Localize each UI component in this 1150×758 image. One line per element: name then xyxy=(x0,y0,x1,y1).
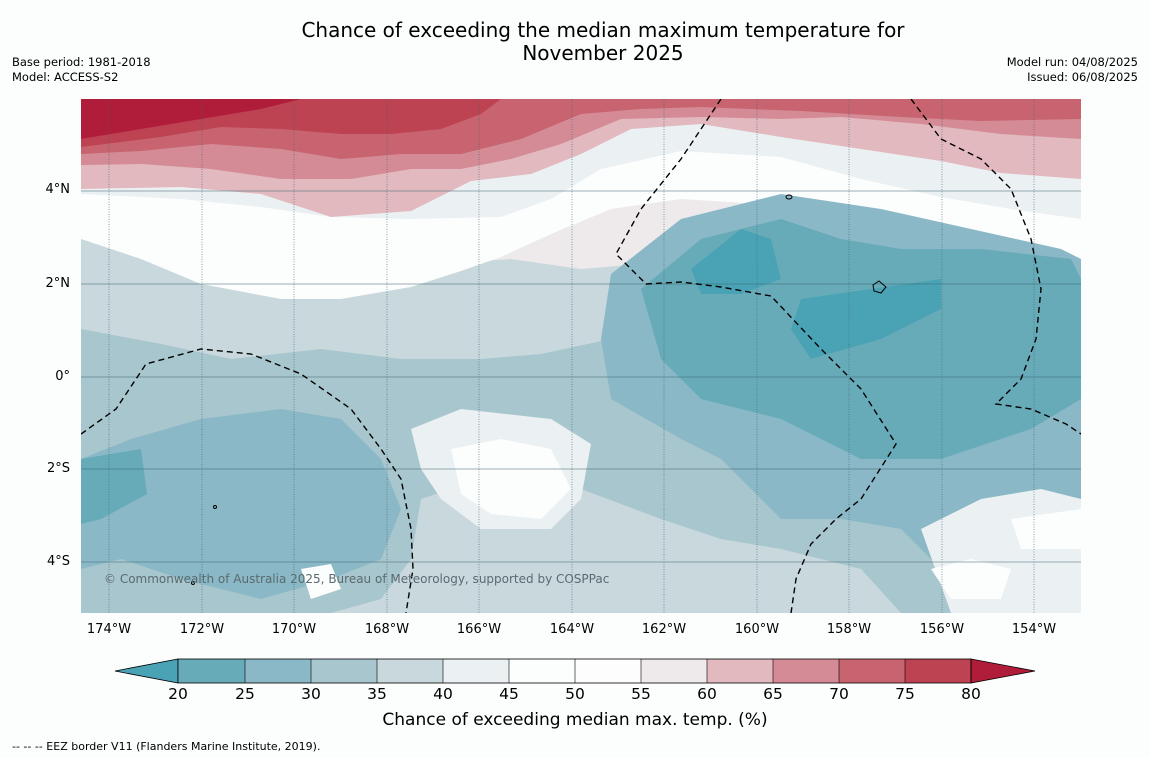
map-title-line-2: November 2025 xyxy=(522,41,684,65)
region-45-50-south xyxy=(451,439,571,519)
region-20-25-southwest xyxy=(81,449,147,524)
colorbar-label-65: 65 xyxy=(763,685,783,703)
colorbar-bin-50-55 xyxy=(575,659,641,683)
island-kiritimati xyxy=(872,280,887,294)
lat-label-2s: 2°S xyxy=(46,461,70,476)
map-title: Chance of exceeding the median maximum t… xyxy=(0,19,1150,65)
lon-label-174w: 174°W xyxy=(86,622,132,637)
region-above-80 xyxy=(81,99,301,139)
island-2 xyxy=(213,505,217,509)
colorbar-bin-30-35 xyxy=(311,659,377,683)
colorbar-bin-65-70 xyxy=(773,659,839,683)
lon-label-160w: 160°W xyxy=(734,622,780,637)
lon-label-154w: 154°W xyxy=(1011,622,1057,637)
colorbar-bin-70-75 xyxy=(839,659,905,683)
gridlines xyxy=(81,190,1081,563)
colorbar-bin-55-60 xyxy=(641,659,707,683)
lon-label-172w: 172°W xyxy=(179,622,225,637)
model-run-text: Model run: 04/08/2025 xyxy=(1006,55,1138,69)
lon-label-162w: 162°W xyxy=(641,622,687,637)
colorbar-title: Chance of exceeding median max. temp. (%… xyxy=(382,710,768,730)
metadata-left: Base period: 1981-2018 Model: ACCESS-S2 xyxy=(12,55,151,85)
colorbar-outline xyxy=(177,658,972,684)
colorbar xyxy=(114,658,1036,684)
issued-text: Issued: 06/08/2025 xyxy=(1027,70,1138,84)
lat-label-0: 0° xyxy=(55,369,70,384)
colorbar-label-40: 40 xyxy=(433,685,453,703)
colorbar-extend-high xyxy=(970,658,1036,684)
island-1 xyxy=(785,194,793,200)
colorbar-label-35: 35 xyxy=(367,685,387,703)
islands xyxy=(191,194,887,585)
eez-border-west xyxy=(81,348,414,613)
eez-legend-footnote: -- -- -- EEZ border V11 (Flanders Marine… xyxy=(12,740,321,753)
colorbar-label-80: 80 xyxy=(961,685,981,703)
eez-border-central xyxy=(615,99,897,613)
region-25-30-southwest xyxy=(81,409,401,599)
colorbar-label-70: 70 xyxy=(829,685,849,703)
colorbar-bin-75-80 xyxy=(905,659,971,683)
colorbar-label-30: 30 xyxy=(301,685,321,703)
meridians xyxy=(108,99,1035,613)
lon-label-164w: 164°W xyxy=(549,622,595,637)
colorbar-bin-60-65 xyxy=(707,659,773,683)
region-45-50-small xyxy=(301,564,341,599)
colorbar-bin-20-25 xyxy=(178,659,245,683)
lat-label-4s: 4°S xyxy=(46,554,70,569)
lon-label-158w: 158°W xyxy=(826,622,872,637)
colorbar-label-20: 20 xyxy=(168,685,188,703)
lat-label-4n: 4°N xyxy=(45,182,71,197)
colorbar-bin-25-30 xyxy=(245,659,311,683)
copyright-notice: © Commonwealth of Australia 2025, Bureau… xyxy=(104,572,610,586)
region-45-50-southeast xyxy=(931,509,1081,599)
base-period-text: Base period: 1981-2018 xyxy=(12,55,151,69)
lat-label-2n: 2°N xyxy=(45,276,71,291)
lon-label-166w: 166°W xyxy=(456,622,502,637)
model-text: Model: ACCESS-S2 xyxy=(12,70,119,84)
region-below-20 xyxy=(691,229,941,359)
map-title-line-1: Chance of exceeding the median maximum t… xyxy=(301,18,905,42)
colorbar-label-55: 55 xyxy=(631,685,651,703)
colorbar-extend-low xyxy=(114,658,179,684)
probability-map xyxy=(81,99,1081,613)
eez-borders xyxy=(81,99,1081,613)
colorbar-label-60: 60 xyxy=(697,685,717,703)
lon-label-170w: 170°W xyxy=(271,622,317,637)
colorbar-label-45: 45 xyxy=(499,685,519,703)
colorbar-bin-40-45 xyxy=(443,659,509,683)
map-canvas xyxy=(81,99,1081,613)
colorbar-label-50: 50 xyxy=(565,685,585,703)
lon-label-156w: 156°W xyxy=(919,622,965,637)
eez-border-east xyxy=(910,99,1081,435)
colorbar-bin-35-40 xyxy=(377,659,443,683)
colorbar-label-75: 75 xyxy=(895,685,915,703)
colorbar-bin-45-50 xyxy=(509,659,575,683)
colorbar-dividers xyxy=(244,659,906,683)
island-3 xyxy=(191,581,195,585)
colorbar-label-25: 25 xyxy=(235,685,255,703)
metadata-right: Model run: 04/08/2025 Issued: 06/08/2025 xyxy=(1007,55,1138,85)
lon-label-168w: 168°W xyxy=(364,622,410,637)
